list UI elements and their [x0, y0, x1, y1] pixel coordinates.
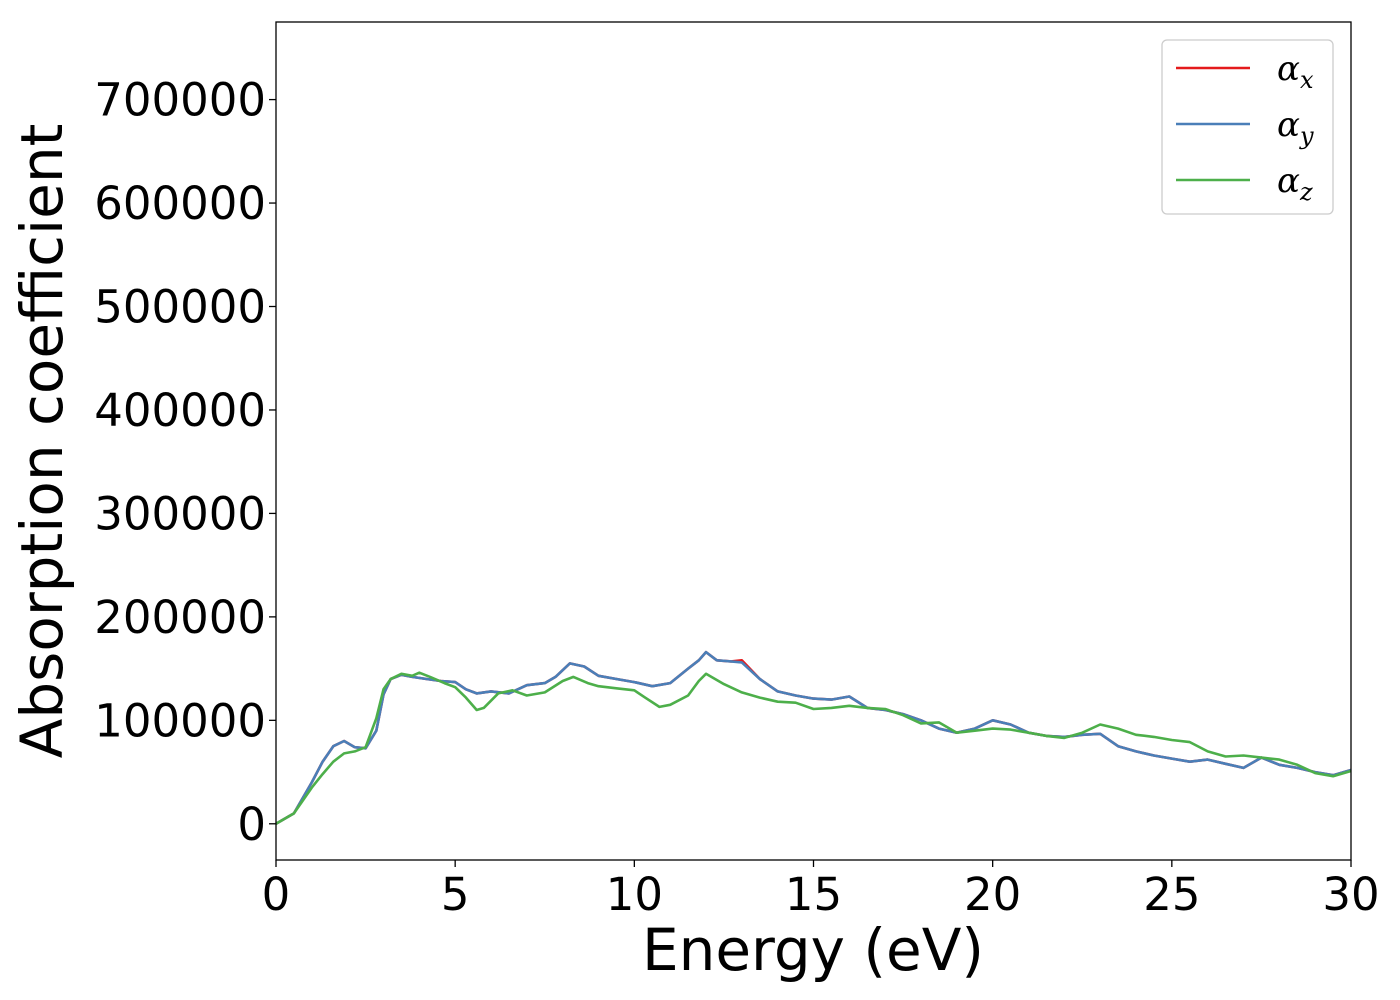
x-tick-label: 10	[606, 868, 663, 921]
legend-label-y: αy	[1277, 105, 1314, 150]
legend: αx αy αz	[1161, 39, 1334, 215]
legend-label-x: αx	[1277, 49, 1314, 94]
y-tick-label: 100000	[94, 694, 266, 747]
x-tick-label: 20	[964, 868, 1021, 921]
x-axis-title: Energy (eV)	[642, 916, 984, 984]
legend-label-z: αz	[1277, 161, 1313, 206]
x-tick-label: 25	[1143, 868, 1200, 921]
y-tick-label: 600000	[94, 177, 266, 230]
x-axis-ticks: 0 5 10 15 20 25 30	[262, 860, 1380, 921]
y-axis-title: Absorption coefficient	[8, 124, 76, 759]
x-tick-label: 15	[785, 868, 842, 921]
legend-box	[1161, 39, 1334, 215]
y-axis-ticks: 0 100000 200000 300000 400000 500000 600000 700…	[94, 74, 276, 851]
y-tick-label: 300000	[94, 487, 266, 540]
x-tick-label: 30	[1322, 868, 1379, 921]
y-tick-label: 700000	[94, 74, 266, 127]
series-layer	[275, 650, 1352, 825]
y-tick-label: 500000	[94, 281, 266, 334]
series-line-z	[275, 671, 1352, 825]
y-tick-label: 400000	[94, 384, 266, 437]
y-tick-label: 200000	[94, 591, 266, 644]
y-tick-label: 0	[237, 798, 266, 851]
x-tick-label: 0	[262, 868, 291, 921]
x-tick-label: 5	[441, 868, 470, 921]
